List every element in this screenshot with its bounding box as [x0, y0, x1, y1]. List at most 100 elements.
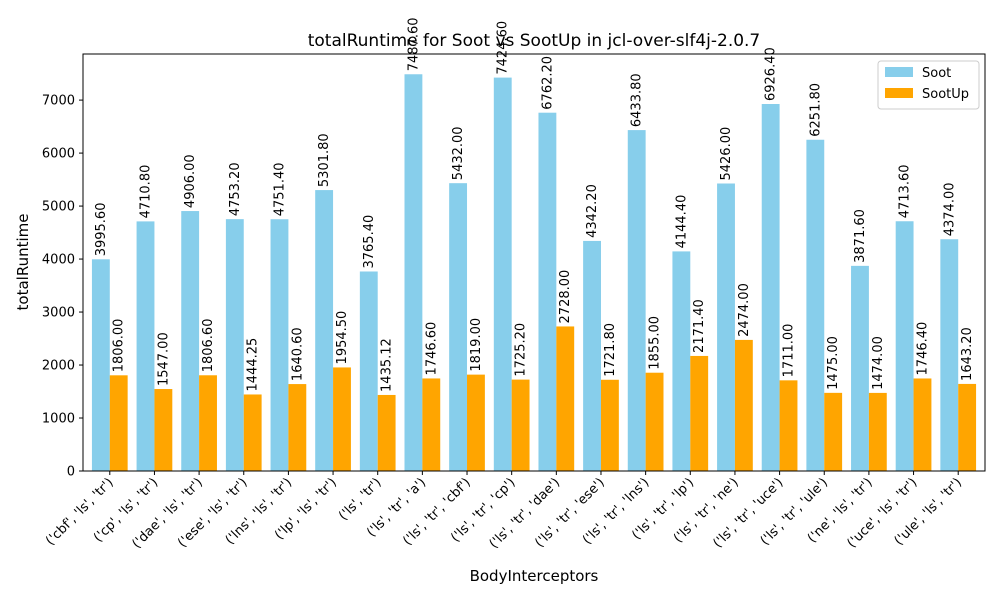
data-label-soot-1: 4710.80: [139, 165, 154, 219]
data-label-sootup-4: 1640.60: [290, 327, 305, 381]
data-label-sootup-11: 1721.80: [603, 323, 618, 377]
bar-sootup-13: [690, 355, 709, 471]
bar-soot-17: [851, 265, 869, 471]
data-label-soot-16: 6251.80: [808, 83, 823, 137]
data-label-sootup-0: 1806.00: [112, 319, 127, 373]
data-label-sootup-10: 2728.00: [558, 270, 573, 324]
data-label-soot-13: 4144.40: [674, 195, 689, 249]
bar-soot-11: [583, 240, 601, 471]
data-label-soot-11: 4342.20: [585, 184, 600, 238]
data-label-sootup-2: 1806.60: [201, 319, 216, 373]
x-axis-label: BodyInterceptors: [470, 567, 599, 585]
y-tick-label-3: 3000: [42, 306, 75, 321]
bar-sootup-4: [288, 384, 307, 471]
data-labels-layer: 3995.60 4710.80 4906.00 4753.20 4751.40 5301.…: [94, 17, 975, 391]
bar-soot-4: [270, 219, 289, 471]
data-label-sootup-18: 1746.40: [915, 322, 930, 376]
bar-soot-10: [538, 112, 557, 471]
data-label-sootup-15: 1711.00: [782, 324, 797, 378]
data-label-sootup-1: 1547.00: [156, 332, 171, 386]
bar-soot-0: [91, 259, 110, 471]
data-label-soot-2: 4906.00: [183, 154, 198, 208]
plot-frame: [82, 53, 986, 472]
bar-sootup-5: [333, 367, 351, 471]
bar-soot-3: [225, 219, 244, 471]
bar-soot-16: [806, 139, 825, 472]
bar-sootup-10: [556, 326, 575, 471]
y-tick-label-2: 2000: [42, 359, 75, 374]
bar-sootup-12: [645, 372, 664, 471]
data-label-sootup-13: 2171.40: [692, 299, 707, 353]
bar-sootup-7: [422, 378, 441, 471]
data-label-soot-14: 5426.00: [719, 127, 734, 181]
data-label-soot-6: 3765.40: [362, 215, 377, 269]
data-label-sootup-9: 1725.20: [514, 323, 529, 377]
bar-soot-5: [315, 190, 334, 471]
data-label-soot-17: 3871.60: [853, 209, 868, 263]
bar-sootup-18: [913, 378, 932, 471]
data-label-soot-7: 7487.60: [406, 17, 421, 71]
y-tick-label-6: 6000: [42, 147, 75, 162]
data-label-soot-5: 5301.80: [317, 133, 332, 187]
bar-sootup-16: [824, 392, 843, 471]
data-label-sootup-12: 1855.00: [648, 316, 663, 370]
bar-soot-18: [895, 221, 914, 471]
bar-sootup-19: [958, 383, 977, 471]
y-tick-label-1: 1000: [42, 412, 75, 427]
data-label-sootup-19: 1643.20: [960, 327, 975, 381]
bar-sootup-11: [600, 379, 619, 471]
bars-layer: [91, 74, 977, 472]
bar-soot-13: [672, 251, 691, 471]
bar-sootup-9: [511, 379, 530, 471]
legend-label-soot: Soot: [922, 66, 951, 81]
bar-soot-1: [136, 221, 155, 471]
bar-soot-9: [493, 77, 512, 471]
data-label-soot-10: 6762.20: [540, 56, 555, 110]
data-label-sootup-6: 1435.12: [380, 338, 395, 392]
bar-soot-14: [717, 183, 735, 471]
y-axis-label: totalRuntime: [14, 214, 32, 311]
y-tick-label-4: 4000: [42, 253, 75, 268]
y-tick-label-0: 0: [67, 465, 75, 480]
data-label-sootup-16: 1475.00: [826, 336, 841, 390]
bar-soot-7: [404, 74, 423, 471]
legend-label-sootup: SootUp: [922, 87, 969, 102]
data-label-soot-9: 7424.60: [496, 21, 511, 75]
data-label-soot-3: 4753.20: [228, 162, 243, 216]
data-label-soot-19: 4374.00: [942, 182, 957, 236]
data-label-sootup-3: 1444.25: [246, 338, 261, 392]
bar-sootup-17: [868, 392, 887, 471]
data-label-sootup-5: 1954.50: [335, 311, 350, 365]
bar-sootup-1: [154, 389, 173, 471]
data-label-soot-15: 6926.40: [764, 47, 779, 101]
data-label-sootup-14: 2474.00: [737, 283, 752, 337]
data-label-soot-18: 4713.60: [898, 164, 913, 218]
data-label-soot-8: 5432.00: [451, 126, 466, 180]
legend-swatch-sootup: [885, 88, 913, 98]
bar-soot-2: [181, 211, 200, 472]
bar-soot-19: [940, 239, 959, 471]
data-label-sootup-17: 1474.00: [871, 336, 886, 390]
bar-sootup-15: [779, 380, 798, 471]
data-label-soot-4: 4751.40: [272, 162, 287, 216]
bar-soot-15: [761, 104, 780, 471]
legend: Soot SootUp: [877, 60, 980, 110]
data-label-soot-12: 6433.80: [630, 73, 645, 127]
bar-soot-12: [627, 130, 646, 471]
data-label-soot-0: 3995.60: [94, 203, 109, 257]
bar-sootup-6: [377, 394, 396, 471]
y-tick-label-5: 5000: [42, 200, 75, 215]
bar-sootup-3: [243, 394, 262, 471]
chart-title: totalRuntime for Soot vs SootUp in jcl-o…: [308, 31, 761, 51]
data-label-sootup-7: 1746.60: [424, 322, 439, 376]
y-tick-label-7: 7000: [42, 94, 75, 109]
bar-soot-8: [449, 183, 468, 471]
data-label-sootup-8: 1819.00: [469, 318, 484, 372]
legend-swatch-soot: [885, 67, 913, 77]
bar-sootup-14: [734, 339, 753, 471]
bar-soot-6: [359, 271, 378, 471]
bar-sootup-0: [109, 375, 128, 471]
bar-sootup-2: [199, 375, 217, 471]
bar-sootup-8: [467, 374, 485, 471]
